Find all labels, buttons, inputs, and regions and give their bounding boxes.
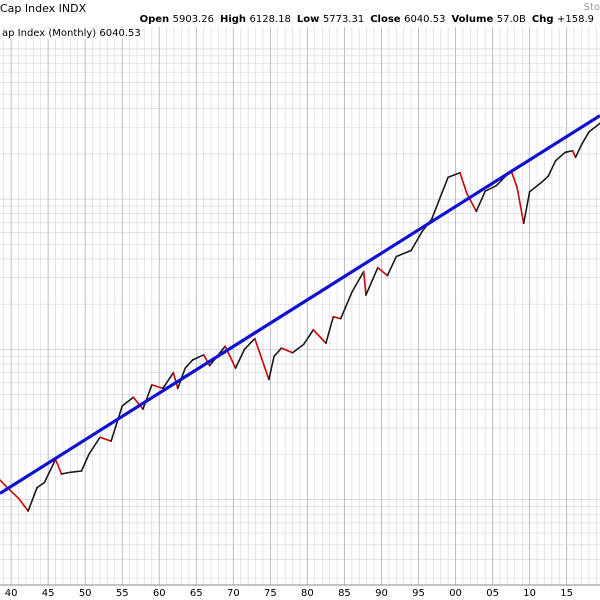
stat-label-low: Low [296, 14, 323, 25]
x-tick-label: 60 [153, 588, 166, 599]
price-segment [54, 458, 63, 475]
price-segment [291, 343, 305, 354]
price-segment [151, 384, 164, 390]
price-segment [465, 192, 478, 213]
price-segment [574, 144, 583, 159]
price-segment [365, 266, 379, 296]
price-segment [554, 151, 566, 162]
x-tick-label: 40 [5, 588, 18, 599]
price-segment [439, 176, 449, 197]
price-segment [312, 328, 327, 344]
price-segment [243, 337, 256, 351]
price-segment [571, 149, 577, 159]
price-segment [27, 486, 38, 512]
stat-label-chg: Chg [531, 14, 557, 25]
x-tick-label: 80 [301, 588, 314, 599]
price-segment [162, 371, 175, 390]
price-segment [132, 396, 144, 410]
price-segment [459, 171, 468, 194]
price-segment [325, 315, 335, 344]
price-segment [268, 355, 275, 381]
price-segment [191, 354, 205, 361]
series-label: ap Index (Monthly) 6040.53 [0, 28, 143, 39]
stat-value-volume: 57.0B [496, 14, 526, 25]
x-tick-label: 45 [42, 588, 55, 599]
price-segment [431, 195, 442, 220]
x-tick-label: 50 [79, 588, 92, 599]
price-segment [142, 384, 153, 410]
x-tick-label: 85 [338, 588, 351, 599]
stat-value-low: 5773.31 [322, 14, 365, 25]
price-segment [60, 471, 72, 475]
price-segment [69, 470, 83, 474]
price-segment [475, 190, 486, 213]
stat-value-high: 6128.18 [249, 14, 291, 25]
x-tick-label: 55 [116, 588, 129, 599]
price-segment [516, 186, 525, 225]
stat-value-open: 5903.26 [172, 14, 214, 25]
price-segment [302, 328, 315, 346]
trendline [0, 114, 600, 495]
grid-major [0, 27, 600, 586]
price-segment [43, 458, 57, 484]
price-segment [110, 405, 124, 442]
x-tick-label: 65 [190, 588, 203, 599]
price-segment [410, 230, 424, 252]
price-segment [184, 359, 194, 369]
price-segment [280, 347, 294, 354]
x-tick-label: 95 [412, 588, 425, 599]
price-segment [395, 249, 412, 258]
price-segment [80, 453, 90, 472]
price-segment [121, 396, 135, 407]
logo-text: Sto [583, 2, 600, 13]
price-segment [376, 266, 389, 277]
price-segment [362, 270, 367, 296]
price-segment [386, 255, 398, 277]
price-segment [254, 337, 270, 381]
price-segment [0, 479, 9, 489]
stat-label-close: Close [370, 14, 405, 25]
x-axis-ticks: 40 45 50 55 60 65 70 75 80 85 90 95 00 05 10 15 [5, 588, 573, 599]
x-tick-label: 75 [264, 588, 277, 599]
price-segment [564, 149, 574, 154]
price-segment [588, 122, 600, 133]
trendline-group [0, 114, 600, 495]
stat-value-chg: +158.9 [556, 14, 594, 25]
x-tick-label: 15 [560, 588, 573, 599]
x-tick-label: 70 [227, 588, 240, 599]
x-tick-label: 00 [449, 588, 462, 599]
x-tick-label: 05 [486, 588, 499, 599]
price-segment [332, 315, 342, 320]
price-segment [172, 371, 179, 390]
price-segment [273, 347, 283, 358]
chart-title: Cap Index INDX [0, 2, 87, 15]
price-segment [528, 182, 542, 193]
x-tick-label: 90 [375, 588, 388, 599]
price-segment [36, 481, 46, 489]
stat-label-volume: Volume [451, 14, 497, 25]
price-segment [547, 160, 557, 178]
price-segment [339, 291, 353, 320]
price-segment [234, 348, 246, 369]
stat-value-close: 6040.53 [404, 14, 446, 25]
price-segment [522, 190, 531, 225]
ohlc-stats: Open 5903.26 High 6128.18 Low 5773.31 Close… [140, 14, 600, 25]
price-segment [351, 270, 365, 294]
price-segment [580, 131, 590, 146]
x-tick-label: 10 [523, 588, 536, 599]
price-segment [447, 171, 461, 179]
price-segment [539, 175, 549, 184]
price-segment [17, 497, 29, 512]
price-segment [6, 486, 20, 500]
price-segment [99, 436, 112, 442]
stat-label-open: Open [139, 14, 173, 25]
chart-header: Cap Index INDX Sto Open 5903.26 High 6128… [0, 0, 600, 27]
price-segment [88, 436, 101, 456]
price-segment [510, 169, 518, 189]
stat-label-high: High [219, 14, 250, 25]
price-segment [484, 184, 498, 192]
